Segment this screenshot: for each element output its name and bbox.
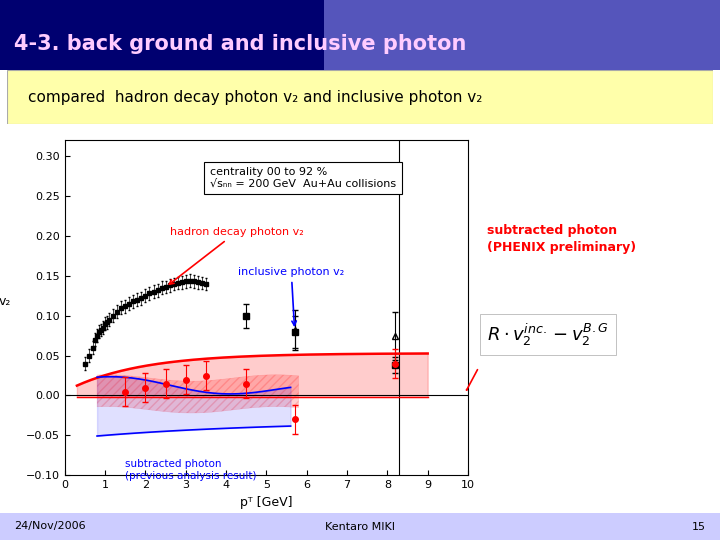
Text: subtracted photon
(PHENIX preliminary): subtracted photon (PHENIX preliminary) — [487, 224, 636, 254]
Text: Kentaro MIKI: Kentaro MIKI — [325, 522, 395, 531]
FancyBboxPatch shape — [0, 0, 720, 70]
Text: inclusive photon v₂: inclusive photon v₂ — [238, 267, 344, 326]
Text: compared  hadron decay photon v₂ and inclusive photon v₂: compared hadron decay photon v₂ and incl… — [28, 90, 482, 105]
Text: 15: 15 — [692, 522, 706, 531]
Text: $R \cdot v_2^{inc.} - v_2^{B.G}$: $R \cdot v_2^{inc.} - v_2^{B.G}$ — [487, 321, 609, 348]
FancyBboxPatch shape — [324, 0, 720, 70]
X-axis label: pᵀ [GeV]: pᵀ [GeV] — [240, 496, 292, 509]
Text: centrality 00 to 92 %
√sₙₙ = 200 GeV  Au+Au collisions: centrality 00 to 92 % √sₙₙ = 200 GeV Au+… — [210, 167, 396, 189]
Text: 4-3. back ground and inclusive photon: 4-3. back ground and inclusive photon — [14, 33, 467, 53]
Text: hadron decay photon v₂: hadron decay photon v₂ — [169, 227, 303, 284]
Text: 24/Nov/2006: 24/Nov/2006 — [14, 522, 86, 531]
Text: subtracted photon
(previous analysis result): subtracted photon (previous analysis res… — [125, 459, 257, 481]
Y-axis label: v₂: v₂ — [0, 295, 12, 308]
FancyBboxPatch shape — [0, 513, 720, 540]
FancyBboxPatch shape — [7, 70, 713, 124]
